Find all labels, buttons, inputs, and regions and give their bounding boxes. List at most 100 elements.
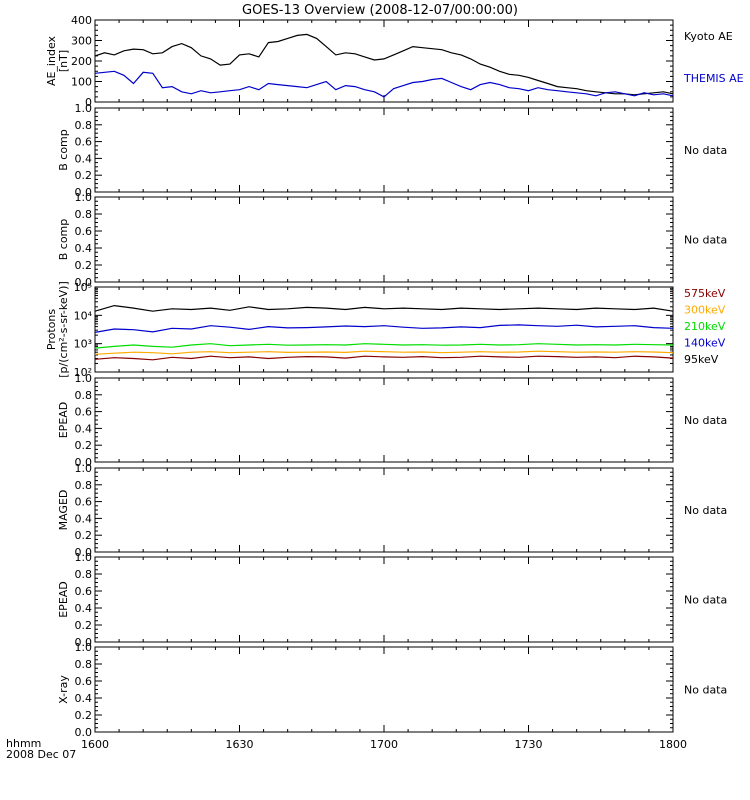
series-line <box>94 350 674 355</box>
y-tick-label: 400 <box>71 14 92 27</box>
y-tick-label: 0.6 <box>75 585 93 598</box>
panel-2: 0.0 0.2 0.4 0.6 0.8 1.0 B comp No data <box>57 102 727 199</box>
y-tick-label: 10³ <box>74 338 92 351</box>
y-tick-label: 0.8 <box>75 658 93 671</box>
legend-entry: 140keV <box>684 337 726 350</box>
legend-entry: 95keV <box>684 353 719 366</box>
y-tick-label: 0.4 <box>75 152 93 165</box>
y-tick-label: 0.8 <box>75 479 93 492</box>
panels-group: 0 100 200 300 400 AE_index [nT] Kyoto AE THEMIS … <box>45 14 744 751</box>
x-tick-label: 1630 <box>226 738 254 751</box>
series-line <box>94 304 674 312</box>
panel-3: 0.0 0.2 0.4 0.6 0.8 1.0 B comp No data <box>57 191 727 289</box>
y-tick-label: 0.4 <box>75 422 93 435</box>
y-tick-label: 300 <box>71 35 92 48</box>
figure-title: GOES-13 Overview (2008-12-07/00:00:00) <box>242 3 518 18</box>
y-tick-label: 1.0 <box>75 462 93 475</box>
y-tick-label: 0.6 <box>75 406 93 419</box>
x-tick-label: 1800 <box>659 738 687 751</box>
y-axis-label: Protons <box>45 309 58 350</box>
y-tick-label: 200 <box>71 55 92 68</box>
y-tick-label: 0 <box>85 96 92 109</box>
y-axis-label: MAGED <box>57 490 70 531</box>
y-tick-label: 0.0 <box>75 726 93 739</box>
x-axis-corner-label-line2: 2008 Dec 07 <box>6 748 76 761</box>
x-tick-label: 1600 <box>81 738 109 751</box>
legend-entry: 300keV <box>684 304 726 317</box>
legend-entry: THEMIS AE <box>683 72 744 85</box>
y-axis-label: AE_index <box>45 35 58 86</box>
y-tick-label: 10⁴ <box>74 309 93 322</box>
panel-frame <box>94 646 674 733</box>
y-tick-label: 0.2 <box>75 169 93 182</box>
series-line <box>94 324 674 333</box>
y-tick-label: 0.2 <box>75 439 93 452</box>
series-line <box>94 70 674 98</box>
panel-7: 0.0 0.2 0.4 0.6 0.8 1.0 EPEAD No data <box>57 551 727 649</box>
y-tick-label: 0.4 <box>75 692 93 705</box>
y-axis-label: B comp <box>57 219 70 261</box>
panel-8: 0.0 0.2 0.4 0.6 0.8 1.0 1600 1630 1700 1730 1800 X-… <box>57 641 727 751</box>
y-tick-label: 1.0 <box>75 191 93 204</box>
y-axis-label: [nT] <box>57 50 70 72</box>
y-axis-label: EPEAD <box>57 402 70 439</box>
y-tick-label: 0.2 <box>75 709 93 722</box>
panel-frame <box>94 19 674 103</box>
series-line <box>94 343 674 349</box>
panel-5: 0.0 0.2 0.4 0.6 0.8 1.0 EPEAD No data <box>57 372 727 469</box>
y-tick-label: 0.0 <box>75 546 93 559</box>
panel-frame <box>94 467 674 553</box>
no-data-label: No data <box>684 414 727 427</box>
x-tick-label: 1730 <box>515 738 543 751</box>
no-data-label: No data <box>684 144 727 157</box>
series-line <box>94 355 674 361</box>
y-tick-label: 0.4 <box>75 242 93 255</box>
y-tick-label: 0.4 <box>75 602 93 615</box>
y-tick-label: 10⁵ <box>74 281 92 294</box>
y-tick-label: 0.0 <box>75 186 93 199</box>
y-tick-label: 1.0 <box>75 641 93 654</box>
y-tick-label: 0.8 <box>75 389 93 402</box>
y-tick-label: 0.2 <box>75 619 93 632</box>
panel-frame <box>94 107 674 193</box>
panel-frame <box>94 196 674 283</box>
y-tick-label: 0.6 <box>75 496 93 509</box>
y-axis-label: X-ray <box>57 675 70 704</box>
series-line <box>94 33 674 96</box>
y-tick-label: 0.0 <box>75 276 93 289</box>
y-tick-label: 0.8 <box>75 568 93 581</box>
y-tick-label: 0.2 <box>75 529 93 542</box>
x-tick-label: 1700 <box>370 738 398 751</box>
x-axis-corner-label-line1: hhmm <box>6 737 41 750</box>
y-axis-label: EPEAD <box>57 581 70 618</box>
no-data-label: No data <box>684 504 727 517</box>
y-tick-label: 0.2 <box>75 259 93 272</box>
no-data-label: No data <box>684 234 727 247</box>
y-tick-label: 0.0 <box>75 636 93 649</box>
y-tick-label: 0.6 <box>75 675 93 688</box>
y-tick-label: 0.8 <box>75 208 93 221</box>
panel-4: 10² 10³ 10⁴ 10⁵ Protons [p/(cm²-s-sr-keV)] 575… <box>45 281 726 379</box>
y-tick-label: 1.0 <box>75 102 93 115</box>
y-tick-label: 1.0 <box>75 372 93 385</box>
y-tick-label: 0.6 <box>75 225 93 238</box>
y-tick-label: 1.0 <box>75 551 93 564</box>
y-tick-label: 0.8 <box>75 119 93 132</box>
panel-frame <box>94 377 674 463</box>
panel-frame <box>94 286 674 373</box>
y-tick-label: 0.6 <box>75 136 93 149</box>
y-axis-label: B comp <box>57 129 70 171</box>
no-data-label: No data <box>684 684 727 697</box>
legend-entry: Kyoto AE <box>684 30 733 43</box>
y-tick-label: 10² <box>74 366 92 379</box>
legend-entry: 575keV <box>684 287 726 300</box>
panel-frame <box>94 556 674 643</box>
panel-1: 0 100 200 300 400 AE_index [nT] Kyoto AE THEMIS … <box>45 14 744 109</box>
panel-6: 0.0 0.2 0.4 0.6 0.8 1.0 MAGED No data <box>57 462 727 559</box>
legend-entry: 210keV <box>684 320 726 333</box>
y-tick-label: 0.0 <box>75 456 93 469</box>
y-axis-label: [p/(cm²-s-sr-keV)] <box>57 281 70 378</box>
y-tick-label: 100 <box>71 76 92 89</box>
